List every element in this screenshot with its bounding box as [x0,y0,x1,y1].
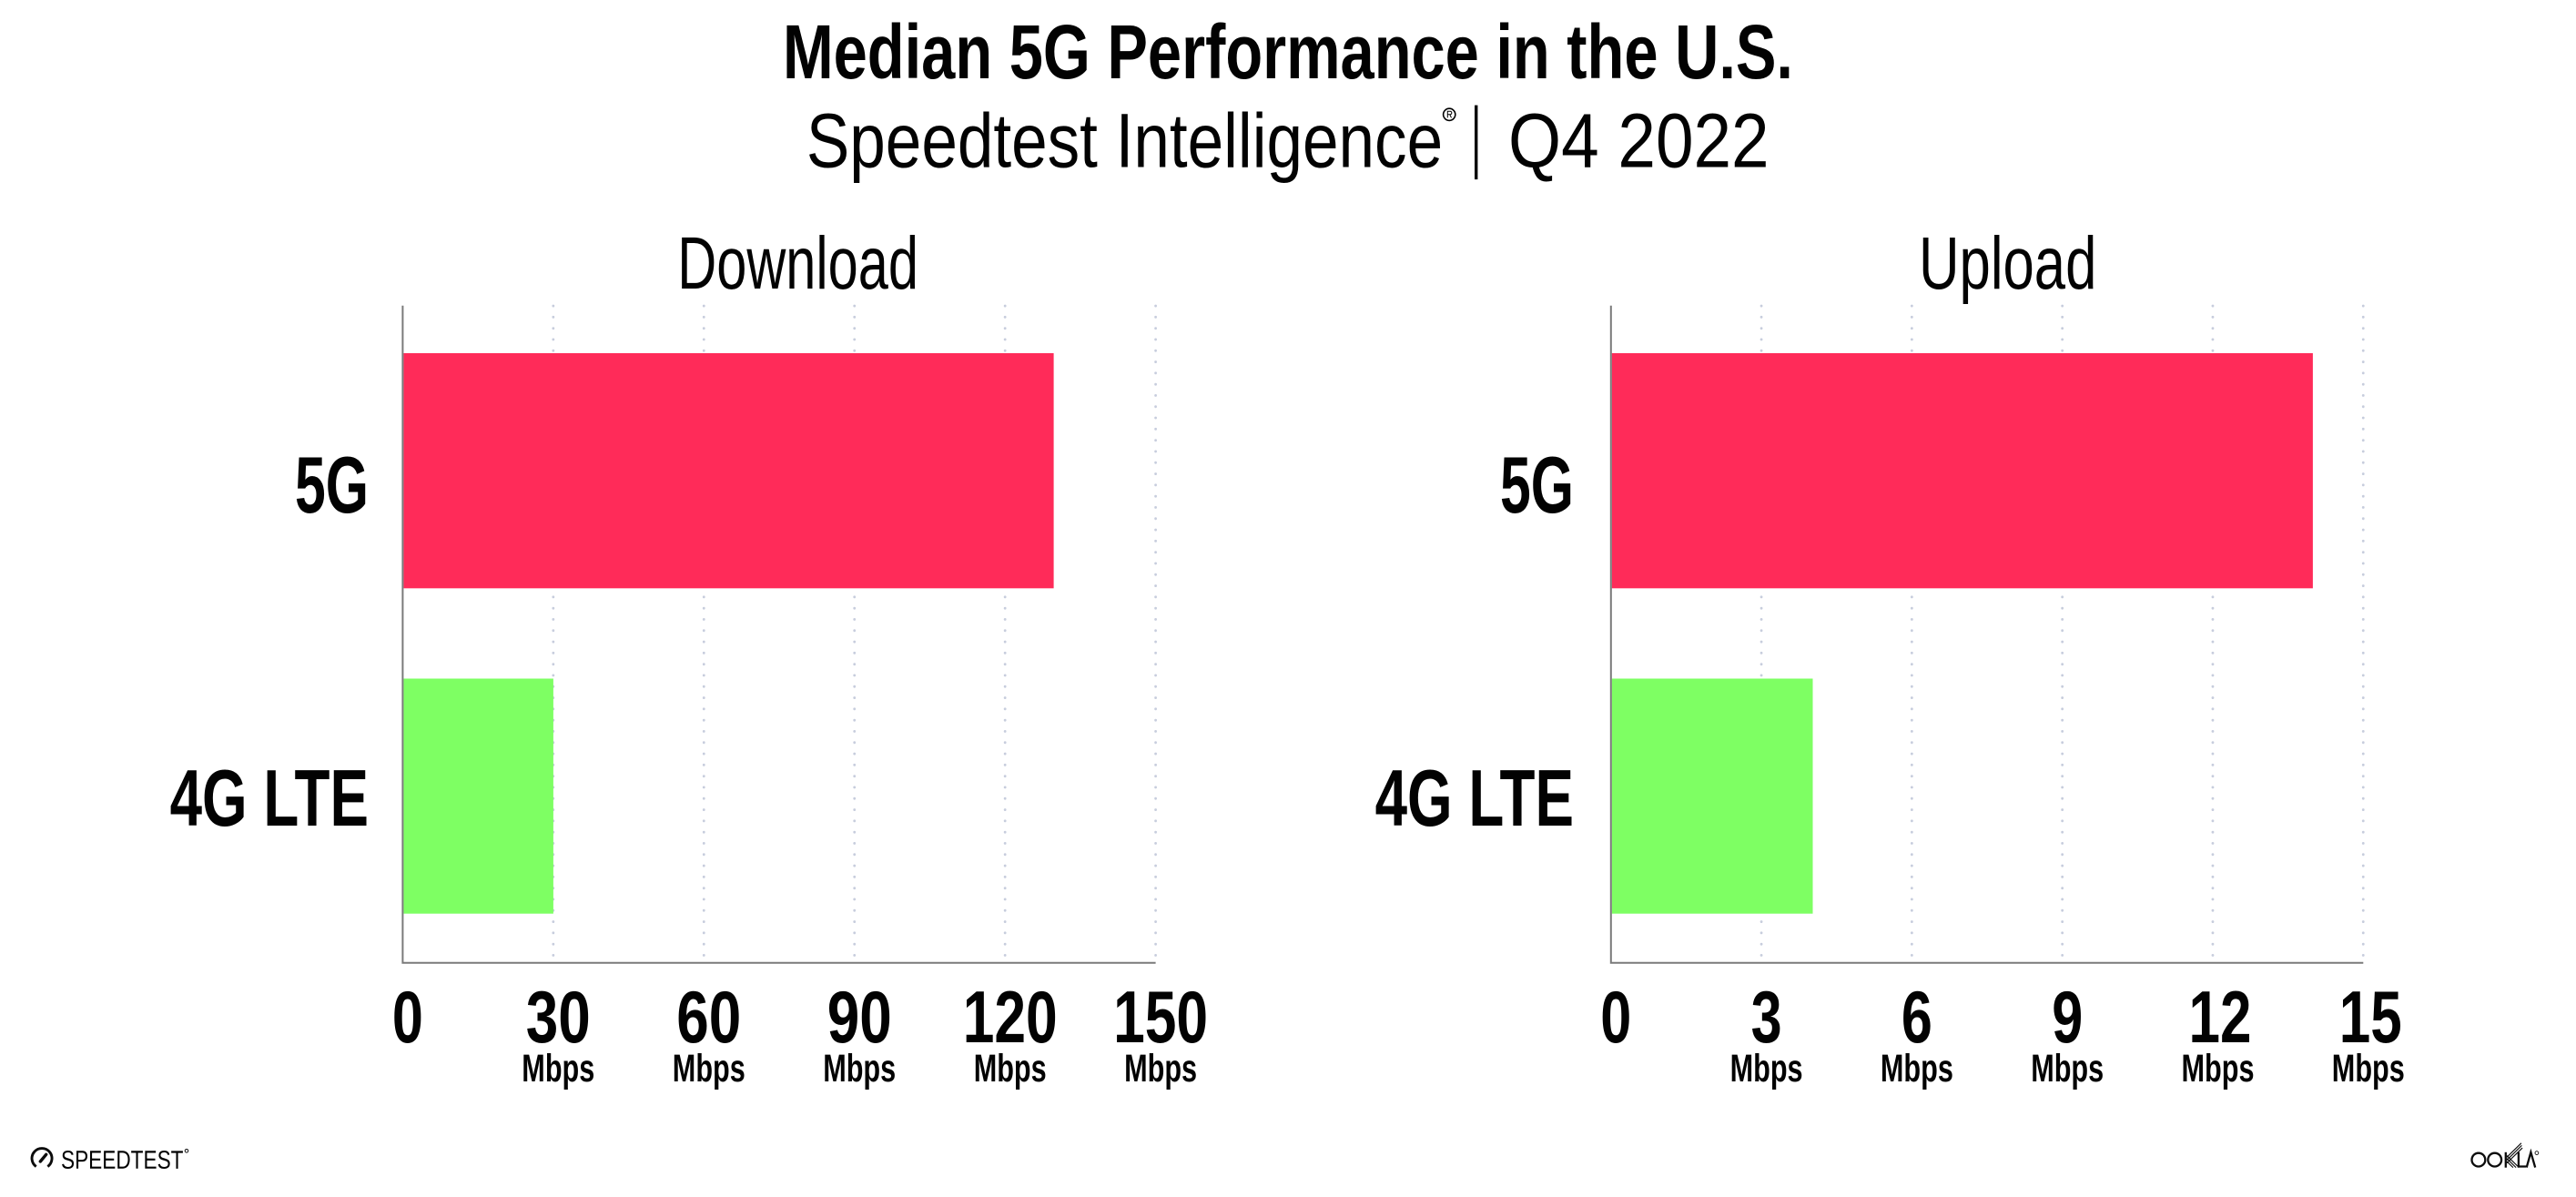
svg-text:Mbps: Mbps [522,1048,594,1090]
svg-text:90: 90 [827,977,892,1059]
svg-text:4G LTE: 4G LTE [170,753,369,843]
svg-text:Q4 2022: Q4 2022 [1508,98,1770,184]
svg-text:Mbps: Mbps [1730,1048,1803,1090]
svg-text:Mbps: Mbps [2182,1048,2255,1090]
svg-text:Mbps: Mbps [2031,1048,2104,1090]
svg-text:Download: Download [677,222,918,305]
svg-text:5G: 5G [295,440,369,530]
svg-text:9: 9 [2052,977,2083,1059]
svg-text:Speedtest Intelligence: Speedtest Intelligence [806,98,1443,184]
svg-text:Mbps: Mbps [974,1048,1047,1090]
svg-text:Median 5G Performance in the U: Median 5G Performance in the U.S. [783,9,1793,95]
svg-text:12: 12 [2189,977,2252,1059]
svg-text:30: 30 [526,977,591,1059]
svg-text:3: 3 [1751,977,1782,1059]
svg-text:Mbps: Mbps [2332,1048,2405,1090]
svg-text:Mbps: Mbps [1881,1048,1953,1090]
svg-text:0: 0 [1600,977,1631,1059]
svg-text:0: 0 [392,977,423,1059]
svg-text:4G LTE: 4G LTE [1375,753,1574,843]
svg-text:5G: 5G [1500,440,1574,530]
svg-text:60: 60 [676,977,741,1059]
svg-text:Mbps: Mbps [823,1048,896,1090]
svg-text:150: 150 [1113,977,1208,1059]
svg-text:120: 120 [963,977,1058,1059]
svg-text:6: 6 [1902,977,1932,1059]
svg-text:15: 15 [2339,977,2402,1059]
svg-text:Mbps: Mbps [673,1048,745,1090]
svg-text:SPEEDTEST: SPEEDTEST [61,1145,184,1174]
svg-text:Mbps: Mbps [1124,1048,1197,1090]
svg-text:Upload: Upload [1919,222,2096,305]
